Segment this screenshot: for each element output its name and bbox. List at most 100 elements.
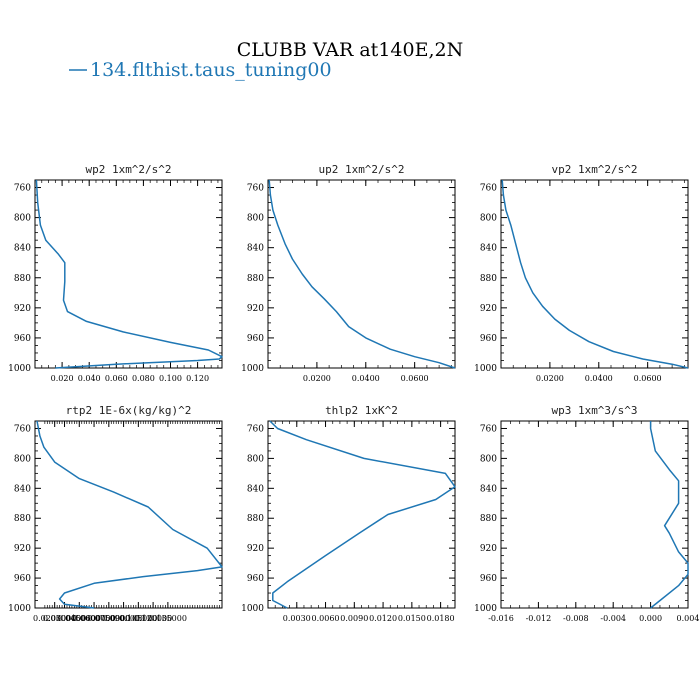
figure-title: CLUBB VAR at140E,2N	[237, 39, 463, 61]
y-tick-label: 960	[480, 574, 497, 584]
x-tick-label: 0.0030	[283, 614, 311, 623]
y-tick-label: 880	[14, 514, 31, 524]
y-tick-label: 880	[14, 274, 31, 284]
y-tick-label: 880	[480, 274, 497, 284]
x-tick-label: 0.0450000	[58, 614, 101, 623]
y-tick-label: 1000	[8, 364, 31, 374]
y-tick-label: 1000	[8, 604, 31, 614]
plot-frame	[34, 179, 223, 369]
y-tick-label: 880	[247, 274, 264, 284]
legend-label: 134.flthist.taus_tuning00	[90, 59, 332, 81]
y-tick-label: 920	[480, 304, 497, 314]
x-tick-label: 0.0400	[585, 374, 613, 383]
y-tick-label: 840	[14, 484, 31, 494]
legend: 134.flthist.taus_tuning00	[69, 59, 332, 81]
x-tick-label: 0.0300000	[43, 614, 86, 623]
x-tick-label: 0.0090	[340, 614, 368, 623]
x-tick-label: 0.0750000	[87, 614, 130, 623]
x-tick-label: 0.0200000	[33, 614, 76, 623]
x-tick-label: -0.016	[488, 614, 514, 623]
panel-title: wp2 1xm^2/s^2	[85, 163, 171, 176]
y-tick-label: 1000	[474, 604, 497, 614]
y-tick-label: 920	[247, 304, 264, 314]
y-tick-label: 840	[480, 484, 497, 494]
y-tick-label: 800	[247, 214, 264, 224]
x-tick-label: 0.0400	[352, 374, 380, 383]
series-line	[35, 179, 223, 369]
panel-1: wp2 1xm^2/s^2 760 800 840 880 920 960 1000 0.020…	[8, 163, 223, 383]
y-tick-label: 800	[14, 454, 31, 464]
y-tick-label: 960	[247, 574, 264, 584]
y-tick-label: 800	[480, 214, 497, 224]
series-line	[268, 179, 456, 369]
panel-2: up2 1xm^2/s^2 760 800 840 880 920 960 1000 0.020…	[241, 163, 456, 383]
y-tick-label: 840	[247, 484, 264, 494]
plot-frame	[267, 179, 456, 369]
y-tick-label: 840	[247, 244, 264, 254]
x-tick-label: 0.120	[186, 374, 209, 383]
plot-frame	[500, 179, 689, 369]
y-tick-label: 760	[14, 424, 31, 434]
plot-frame	[34, 420, 223, 609]
y-tick-label: 800	[14, 214, 31, 224]
y-tick-label: 800	[247, 454, 264, 464]
panel-title: vp2 1xm^2/s^2	[551, 163, 637, 176]
y-tick-label: 920	[14, 544, 31, 554]
series-line	[649, 421, 689, 609]
y-tick-label: 920	[480, 544, 497, 554]
series-line	[501, 179, 689, 369]
y-tick-label: 800	[480, 454, 497, 464]
x-tick-label: 0.120000	[134, 614, 172, 623]
plot-frame	[500, 420, 689, 609]
panel-3: vp2 1xm^2/s^2 760 800 840 880 920 960 1000 0.020…	[474, 163, 689, 383]
x-tick-label: 0.000	[639, 614, 662, 623]
y-tick-label: 880	[247, 514, 264, 524]
x-tick-label: 0.0120	[369, 614, 397, 623]
x-tick-label: 0.0600	[401, 374, 429, 383]
panel-title: wp3 1xm^3/s^3	[551, 404, 637, 417]
panel-4: rtp2 1E-6x(kg/kg)^2 760 800 840 880 920 960 100…	[8, 404, 223, 623]
plot-frame	[267, 420, 456, 609]
y-tick-label: 760	[247, 424, 264, 434]
y-tick-label: 960	[14, 574, 31, 584]
y-tick-label: 880	[480, 514, 497, 524]
x-tick-label: 0.0060	[312, 614, 340, 623]
x-tick-label: 0.0180	[427, 614, 455, 623]
x-tick-label: 0.060	[105, 374, 128, 383]
x-tick-label: 0.0600000	[72, 614, 115, 623]
y-tick-label: 760	[14, 184, 31, 194]
y-tick-label: 1000	[241, 364, 264, 374]
y-tick-label: 920	[14, 304, 31, 314]
series-line	[269, 420, 456, 609]
panels: wp2 1xm^2/s^276080084088092096010000.020…	[8, 163, 699, 623]
x-tick-label: 0.040	[78, 374, 101, 383]
x-tick-label: 0.020	[51, 374, 74, 383]
y-tick-label: 1000	[241, 604, 264, 614]
y-tick-label: 960	[480, 334, 497, 344]
y-tick-label: 760	[480, 424, 497, 434]
panel-title: thlp2 1xK^2	[325, 404, 398, 417]
x-tick-label: 0.0900000	[102, 614, 145, 623]
x-tick-label: -0.004	[600, 614, 626, 623]
x-tick-label: 0.105000	[119, 614, 157, 623]
x-tick-label: 0.0600	[634, 374, 662, 383]
x-tick-label: 0.004	[677, 614, 700, 623]
x-tick-label: 0.0200	[536, 374, 564, 383]
y-tick-label: 960	[247, 334, 264, 344]
y-tick-label: 840	[480, 244, 497, 254]
panel-title: rtp2 1E-6x(kg/kg)^2	[66, 404, 192, 417]
x-tick-label: 0.0200	[303, 374, 331, 383]
series-line	[36, 420, 223, 609]
x-tick-label: -0.008	[563, 614, 589, 623]
x-tick-label: 0.135000	[149, 614, 187, 623]
y-tick-label: 920	[247, 544, 264, 554]
panel-title: up2 1xm^2/s^2	[318, 163, 404, 176]
y-tick-label: 960	[14, 334, 31, 344]
y-tick-label: 1000	[474, 364, 497, 374]
x-tick-label: 0.0150	[398, 614, 426, 623]
y-tick-label: 760	[247, 184, 264, 194]
y-tick-label: 840	[14, 244, 31, 254]
x-tick-label: -0.012	[526, 614, 552, 623]
